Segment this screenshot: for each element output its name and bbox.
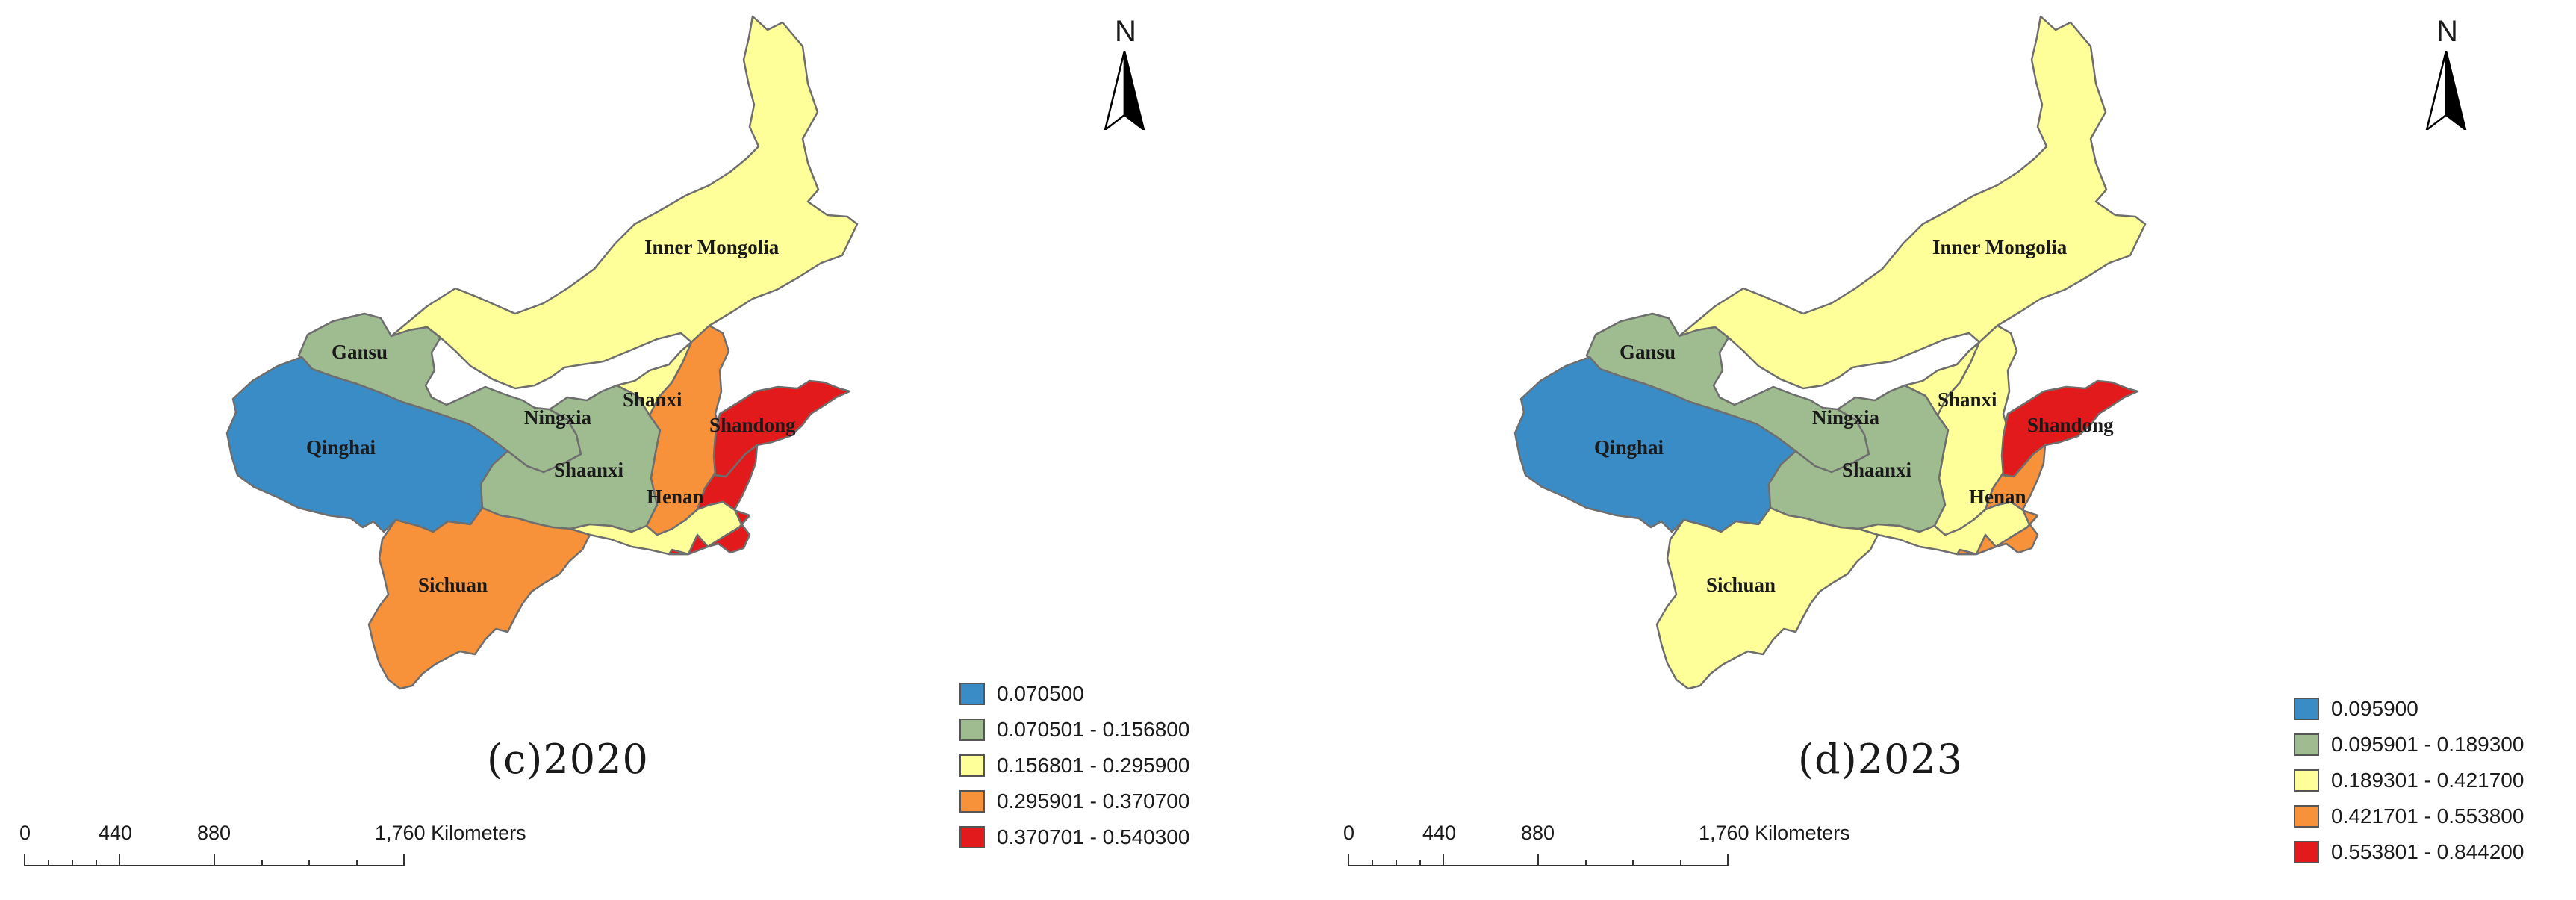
- province-henan[interactable]: [1956, 444, 2047, 556]
- label-inner-mongolia: Inner Mongolia: [1932, 236, 2068, 258]
- legend-label: 0.370701 - 0.540300: [997, 825, 1190, 848]
- scale-tick: [1727, 854, 1729, 866]
- legend-swatch: [959, 719, 985, 741]
- scale-tick: [403, 854, 405, 866]
- label-henan: Henan: [647, 485, 704, 508]
- scale-tick: [1537, 854, 1539, 866]
- scale-tick: [1419, 860, 1421, 866]
- province-henan[interactable]: [668, 444, 759, 556]
- province-inner-mongolia[interactable]: [390, 15, 859, 390]
- legend-swatch: [2294, 698, 2319, 720]
- scale-tick: [356, 860, 358, 866]
- scale-tick: [1680, 860, 1681, 866]
- scale-tick-label: 1,760 Kilometers: [1699, 822, 1850, 844]
- scale-tick: [1585, 860, 1587, 866]
- scale-tick-label: 1,760 Kilometers: [375, 822, 526, 844]
- legend-swatch: [959, 826, 985, 848]
- legend-label: 0.095900: [2331, 697, 2418, 720]
- legend-label: 0.553801 - 0.844200: [2331, 840, 2524, 863]
- north-arrow-icon: [1104, 51, 1145, 130]
- label-shaanxi: Shaanxi: [554, 459, 624, 481]
- north-label: N: [2436, 15, 2458, 48]
- scale-bar: 0 440 880 1,760 Kilometers: [19, 822, 526, 881]
- label-ningxia: Ningxia: [1812, 406, 1880, 429]
- scale-tick-label: 440: [99, 822, 133, 844]
- scale-tick: [1396, 860, 1397, 866]
- scale-tick: [1372, 860, 1373, 866]
- legend-label: 0.095901 - 0.189300: [2331, 733, 2524, 756]
- scale-tick: [261, 860, 263, 866]
- map-caption: (d)2023: [1798, 736, 1964, 783]
- scale-tick: [1443, 854, 1444, 866]
- choropleth-map: Inner Mongolia Gansu Qinghai Ningxia Sha…: [225, 15, 859, 690]
- legend-swatch: [2294, 769, 2319, 792]
- north-label: N: [1115, 15, 1136, 48]
- label-gansu: Gansu: [1620, 341, 1676, 363]
- legend-swatch: [959, 754, 985, 777]
- legend-label: 0.156801 - 0.295900: [997, 754, 1190, 777]
- scale-tick: [96, 860, 97, 866]
- map-panel-2020: Inner Mongolia Gansu Qinghai Ningxia Sha…: [19, 15, 1190, 881]
- label-ningxia: Ningxia: [524, 406, 592, 429]
- label-shanxi: Shanxi: [623, 388, 682, 411]
- label-shandong: Shandong: [2027, 414, 2114, 436]
- label-shandong: Shandong: [709, 414, 796, 436]
- scale-tick: [214, 854, 215, 866]
- scale-tick-label: 880: [197, 822, 231, 844]
- scale-bar: 0 440 880 1,760 Kilometers: [1343, 822, 1850, 881]
- province-sichuan[interactable]: [367, 506, 591, 690]
- legend-swatch: [2294, 805, 2319, 828]
- scale-tick-label: 880: [1521, 822, 1555, 844]
- legend-swatch: [959, 790, 985, 813]
- legend-label: 0.070501 - 0.156800: [997, 718, 1190, 741]
- label-sichuan: Sichuan: [1706, 574, 1776, 596]
- scale-tick: [308, 860, 310, 866]
- scale-tick-label: 0: [1343, 822, 1355, 844]
- label-gansu: Gansu: [332, 341, 388, 363]
- label-qinghai: Qinghai: [306, 436, 376, 459]
- scale-tick: [119, 854, 120, 866]
- scale-tick: [1632, 860, 1634, 866]
- choropleth-map: Inner Mongolia Gansu Qinghai Ningxia Sha…: [1513, 15, 2147, 690]
- label-sichuan: Sichuan: [418, 574, 488, 596]
- scale-tick: [48, 860, 49, 866]
- legend-swatch: [2294, 733, 2319, 756]
- legend-label: 0.421701 - 0.553800: [2331, 804, 2524, 828]
- label-henan: Henan: [1969, 485, 2026, 508]
- legend-label: 0.070500: [997, 682, 1084, 705]
- scale-tick: [24, 854, 25, 866]
- map-panel-2023: Inner Mongolia Gansu Qinghai Ningxia Sha…: [1288, 0, 2576, 900]
- map-caption: (c)2020: [487, 736, 649, 783]
- legend-label: 0.295901 - 0.370700: [997, 789, 1190, 813]
- label-qinghai: Qinghai: [1594, 436, 1664, 459]
- province-sichuan[interactable]: [1655, 506, 1879, 690]
- scale-tick-label: 440: [1422, 822, 1457, 844]
- province-inner-mongolia[interactable]: [1678, 15, 2147, 390]
- north-arrow-icon: [2425, 51, 2467, 130]
- legend-swatch: [2294, 841, 2319, 863]
- legend-swatch: [959, 683, 985, 705]
- label-shanxi: Shanxi: [1938, 388, 1997, 411]
- label-shaanxi: Shaanxi: [1842, 459, 1912, 481]
- scale-tick-label: 0: [19, 822, 31, 844]
- legend-label: 0.189301 - 0.421700: [2331, 769, 2524, 792]
- label-inner-mongolia: Inner Mongolia: [644, 236, 780, 258]
- scale-tick: [72, 860, 73, 866]
- scale-tick: [1348, 854, 1349, 866]
